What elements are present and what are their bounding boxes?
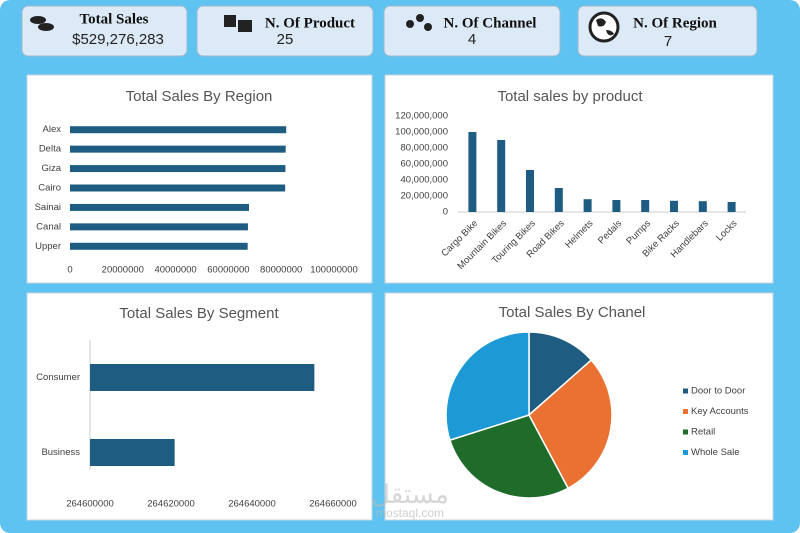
legend-swatch — [683, 429, 688, 435]
icon — [416, 14, 424, 22]
pie-slice — [528, 331, 593, 417]
kpi-label: N. Of Product — [265, 15, 355, 31]
legend-label: Key Accounts — [691, 406, 749, 417]
bar — [70, 184, 286, 192]
chart-title: Total Sales By Segment — [119, 305, 279, 322]
pie-slice — [448, 414, 570, 499]
y-tick-label: Consumer — [36, 372, 80, 383]
icon — [406, 20, 414, 28]
legend-label: Door to Door — [691, 386, 745, 397]
kpi-value: $529,276,283 — [72, 31, 164, 48]
x-tick-label: 100000000 — [310, 265, 358, 276]
y-tick-label: Sainai — [35, 202, 61, 213]
panel — [26, 292, 373, 521]
panel — [384, 74, 774, 284]
y-tick-label: Upper — [35, 241, 61, 252]
icon — [596, 18, 614, 36]
y-tick-label: Canal — [36, 221, 61, 232]
legend-swatch — [683, 409, 688, 414]
panel — [26, 74, 373, 284]
kpi-icons — [30, 11, 620, 43]
kpi-label: Total Sales — [79, 11, 148, 27]
pie-slice — [445, 331, 530, 442]
bar — [526, 170, 534, 212]
y-tick-label: Business — [41, 447, 80, 458]
bar — [612, 200, 621, 212]
icon — [424, 23, 432, 31]
kpi-label: N. Of Region — [633, 15, 717, 31]
kpi-card — [21, 5, 188, 57]
kpi-card — [383, 5, 561, 57]
bar — [554, 188, 563, 212]
kpi-label: N. Of Channel — [444, 15, 537, 31]
x-tick-label: 264600000 — [66, 499, 114, 510]
y-tick-label: 80,000,000 — [400, 143, 448, 154]
y-tick-label: 20,000,000 — [400, 191, 448, 202]
x-tick-label: 40000000 — [154, 265, 196, 276]
y-tick-label: 100,000,000 — [395, 127, 448, 138]
icon — [38, 23, 54, 31]
icon — [238, 20, 252, 32]
kpi-value: 4 — [468, 31, 476, 48]
bar — [70, 242, 248, 250]
watermark: mostaql.com — [376, 506, 444, 520]
bar — [70, 126, 287, 134]
icon — [588, 11, 620, 43]
x-tick-label: 60000000 — [207, 265, 249, 276]
kpi-card — [577, 5, 758, 57]
bar — [70, 145, 286, 153]
bar — [497, 140, 506, 212]
kpi-value: 25 — [277, 31, 294, 48]
bar — [641, 200, 650, 212]
icon — [30, 16, 46, 24]
y-tick-label: Cairo — [38, 183, 61, 194]
x-tick-label: 264660000 — [309, 499, 357, 510]
bar — [468, 132, 477, 212]
legend-label: Whole Sale — [691, 447, 740, 458]
x-tick-label: 264640000 — [228, 499, 276, 510]
y-tick-label: Delta — [39, 144, 62, 155]
bar — [727, 202, 736, 212]
x-tick-label: 0 — [67, 265, 72, 276]
x-tick-label: 264620000 — [147, 499, 195, 510]
y-tick-label: 40,000,000 — [400, 175, 448, 186]
x-tick-label: 20000000 — [102, 265, 144, 276]
x-tick-label: 80000000 — [260, 265, 302, 276]
bar — [70, 223, 248, 231]
bar — [698, 201, 707, 212]
pie-slice — [528, 359, 613, 490]
bar — [90, 439, 175, 466]
legend-label: Retail — [691, 427, 715, 438]
panels — [26, 74, 774, 521]
bar — [70, 165, 286, 173]
bar — [583, 199, 592, 212]
y-tick-label: 120,000,000 — [395, 111, 448, 122]
y-tick-label: Giza — [41, 163, 61, 174]
bar — [70, 203, 249, 211]
y-tick-label: 0 — [443, 207, 448, 218]
bar — [90, 364, 315, 391]
y-tick-label: 60,000,000 — [400, 159, 448, 170]
legend-swatch — [683, 450, 688, 455]
watermark: مستقل — [371, 479, 449, 509]
legend-swatch — [683, 388, 688, 394]
kpi-card — [196, 5, 374, 57]
chart-title: Total sales by product — [497, 88, 643, 105]
bar — [670, 200, 678, 212]
chart-title: Total Sales By Chanel — [499, 304, 646, 321]
icon — [224, 15, 236, 27]
chart-title: Total Sales By Region — [126, 88, 273, 105]
kpi-cards — [21, 5, 758, 57]
y-tick-label: Alex — [43, 124, 62, 135]
kpi-value: 7 — [664, 33, 672, 50]
